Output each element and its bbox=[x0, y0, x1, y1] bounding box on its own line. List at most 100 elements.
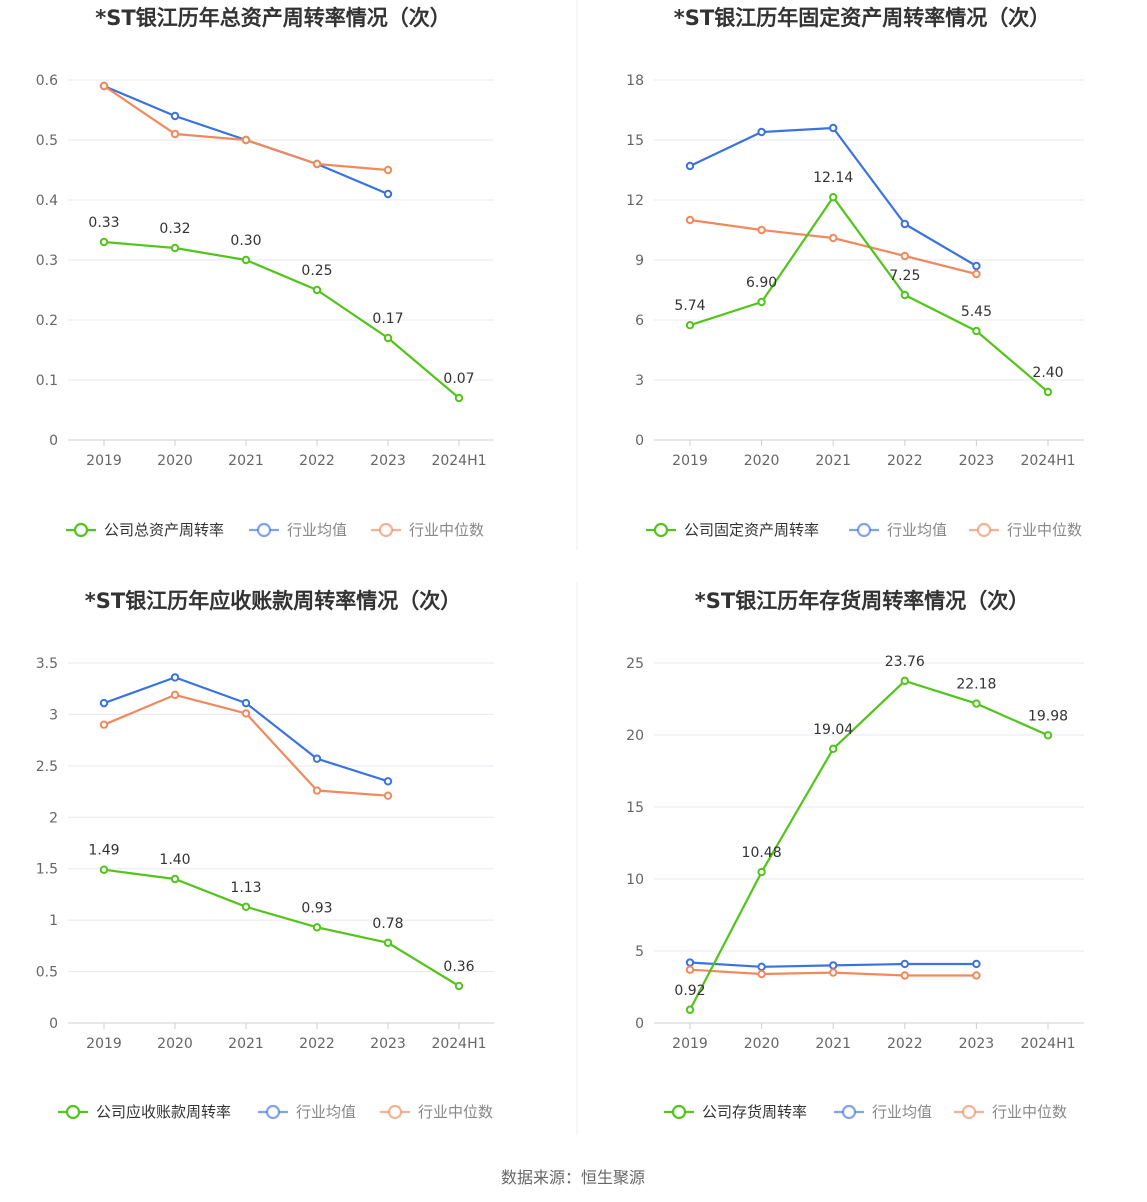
data-point-industry_median bbox=[829, 968, 838, 977]
data-point-industry_avg bbox=[170, 111, 180, 121]
x-tick-label: 2024H1 bbox=[1020, 453, 1075, 469]
series-line-company bbox=[103, 868, 460, 987]
data-point-industry_median bbox=[900, 251, 909, 261]
y-tick-label: 10 bbox=[626, 872, 644, 888]
y-tick-label: 25 bbox=[626, 656, 644, 672]
x-tick-label: 2024H1 bbox=[1020, 1036, 1075, 1052]
chart-panel-4: *ST银江历年存货周转率情况（次） 0 5 10 15 20 25 2019 2020 2021 2… bbox=[626, 589, 1084, 1121]
legend-label: 行业中位数 bbox=[409, 521, 484, 539]
y-tick-label: 0.5 bbox=[36, 965, 58, 981]
data-point-company bbox=[383, 333, 393, 343]
data-point-industry_median bbox=[685, 965, 695, 974]
y-tick-label: 12 bbox=[626, 193, 644, 209]
data-point-industry_avg bbox=[99, 698, 109, 708]
y-tick-label: 0.2 bbox=[36, 313, 58, 329]
series-line-company bbox=[103, 240, 460, 399]
legend-item-industry_median: 行业中位数 bbox=[969, 521, 1082, 539]
data-point-company bbox=[99, 865, 109, 874]
x-tick-label: 2019 bbox=[86, 453, 122, 469]
legend-item-industry_median: 行业中位数 bbox=[954, 1103, 1067, 1121]
legend-item-industry_avg: 行业均值 bbox=[258, 1103, 356, 1121]
x-tick-label: 2019 bbox=[86, 1036, 122, 1052]
legend-label: 行业中位数 bbox=[418, 1103, 493, 1121]
data-point-industry_avg bbox=[757, 962, 766, 972]
series-line-industry_median bbox=[689, 218, 977, 276]
data-point-company bbox=[312, 923, 322, 932]
x-tick-label: 2024H1 bbox=[431, 453, 486, 469]
data-point-industry_median bbox=[170, 129, 180, 139]
chart-title: *ST银江历年存货周转率情况（次） bbox=[695, 589, 1029, 613]
data-point-company bbox=[383, 938, 393, 947]
legend-marker bbox=[378, 522, 394, 538]
data-label: 0.30 bbox=[230, 233, 261, 249]
data-point-company bbox=[454, 981, 464, 991]
data-point-company bbox=[170, 874, 180, 884]
data-point-company bbox=[170, 243, 180, 253]
legend-item-company: 公司应收账款周转率 bbox=[58, 1103, 231, 1121]
y-tick-label: 9 bbox=[635, 253, 644, 269]
chart-title: *ST银江历年固定资产周转率情况（次） bbox=[674, 6, 1050, 30]
data-point-industry_avg bbox=[312, 754, 322, 763]
data-point-industry_median bbox=[829, 233, 838, 243]
x-tick-label: 2022 bbox=[299, 453, 335, 469]
data-label: 19.98 bbox=[1028, 708, 1068, 724]
legend-item-industry_median: 行业中位数 bbox=[380, 1103, 493, 1121]
x-tick-label: 2019 bbox=[672, 453, 708, 469]
data-label: 0.92 bbox=[674, 983, 705, 999]
y-tick-label: 18 bbox=[626, 73, 644, 89]
x-tick-label: 2021 bbox=[228, 453, 264, 469]
data-label: 19.04 bbox=[813, 722, 853, 738]
x-tick-label: 2021 bbox=[228, 1036, 264, 1052]
data-label: 0.36 bbox=[443, 959, 474, 975]
chart-panels: *ST银江历年总资产周转率情况（次）00.10.20.30.40.50.6201… bbox=[36, 6, 1084, 1121]
data-point-industry_median bbox=[383, 791, 393, 800]
legend-label: 公司应收账款周转率 bbox=[96, 1103, 231, 1121]
data-point-industry_avg bbox=[829, 123, 838, 133]
data-point-company bbox=[757, 867, 766, 877]
y-tick-label: 1.5 bbox=[36, 862, 58, 878]
legend-marker bbox=[65, 1104, 81, 1120]
x-tick-label: 2023 bbox=[370, 1036, 406, 1052]
legend-marker bbox=[73, 522, 89, 538]
x-tick-label: 2023 bbox=[959, 1036, 995, 1052]
data-point-company bbox=[1043, 731, 1053, 740]
y-tick-label: 5 bbox=[635, 944, 644, 960]
legend-item-industry_avg: 行业均值 bbox=[249, 521, 347, 539]
data-label: 0.17 bbox=[372, 311, 403, 327]
series-line-company bbox=[689, 196, 1049, 393]
legend-marker bbox=[671, 1104, 687, 1120]
legend-item-industry_avg: 行业均值 bbox=[849, 521, 947, 539]
data-label: 23.76 bbox=[885, 654, 925, 670]
data-point-company bbox=[900, 676, 909, 686]
data-label: 2.40 bbox=[1032, 365, 1063, 381]
y-tick-label: 6 bbox=[635, 313, 644, 329]
y-tick-label: 0 bbox=[635, 433, 644, 449]
y-tick-label: 0.6 bbox=[36, 73, 58, 89]
data-point-industry_avg bbox=[241, 698, 251, 708]
legend-label: 行业均值 bbox=[287, 521, 347, 539]
legend-label: 行业中位数 bbox=[992, 1103, 1067, 1121]
x-tick-label: 2021 bbox=[815, 1036, 851, 1052]
data-label: 0.32 bbox=[159, 221, 190, 237]
y-tick-label: 15 bbox=[626, 800, 644, 816]
data-point-industry_median bbox=[900, 971, 909, 980]
data-label: 1.49 bbox=[88, 843, 119, 859]
x-tick-label: 2024H1 bbox=[431, 1036, 486, 1052]
legend-label: 公司存货周转率 bbox=[702, 1103, 807, 1121]
data-point-industry_median bbox=[757, 225, 766, 235]
data-point-industry_median bbox=[170, 690, 180, 700]
data-point-industry_median bbox=[241, 709, 251, 718]
chart-panel-2: *ST银江历年固定资产周转率情况（次） 0 3 6 9 12 15 18 2019 2020 202… bbox=[626, 6, 1084, 539]
data-label: 0.93 bbox=[301, 900, 332, 916]
data-label: 5.45 bbox=[961, 304, 992, 320]
chart-title: *ST银江历年应收账款周转率情况（次） bbox=[85, 589, 461, 613]
legend-marker bbox=[256, 522, 272, 538]
data-label: 10.48 bbox=[742, 845, 782, 861]
data-point-industry_median bbox=[312, 786, 322, 795]
data-point-company bbox=[829, 193, 838, 202]
legend-label: 行业均值 bbox=[872, 1103, 932, 1121]
y-tick-label: 3.5 bbox=[36, 656, 58, 672]
data-point-industry_median bbox=[99, 81, 109, 91]
y-tick-label: 0.4 bbox=[36, 193, 58, 209]
data-point-industry_avg bbox=[900, 959, 909, 969]
